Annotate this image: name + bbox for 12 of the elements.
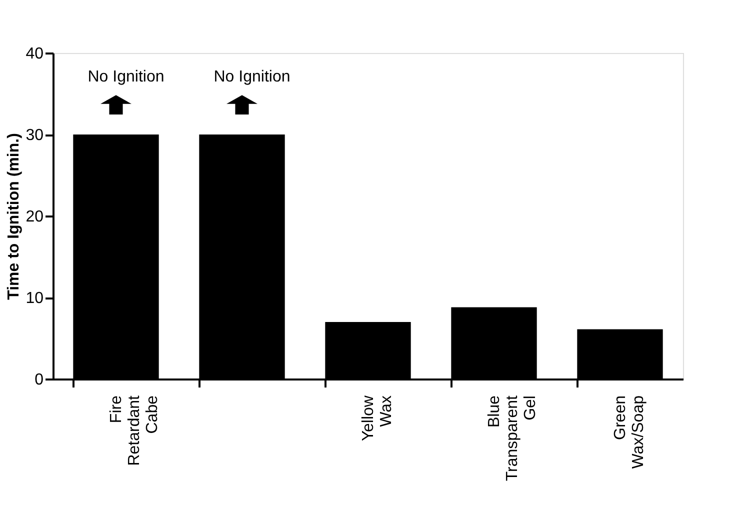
x-tick-label: Yellow Wax: [360, 395, 395, 442]
annotation: No Ignition: [88, 68, 164, 86]
y-axis-title: Time to Ignition (min.): [6, 133, 23, 300]
annotation: No Ignition: [214, 68, 290, 86]
x-tick-label: Fire Retardant Cabe: [108, 394, 161, 466]
x-tick-label: Green Wax/Soap: [612, 395, 647, 469]
y-tick-label: 40: [26, 46, 44, 62]
y-tick-label: 10: [26, 290, 44, 307]
x-tick-label: Blue Transparent Gel: [486, 394, 539, 482]
y-tick-label: 30: [26, 127, 44, 144]
y-tick-label: 0: [34, 372, 44, 388]
y-tick-label: 20: [26, 208, 44, 226]
